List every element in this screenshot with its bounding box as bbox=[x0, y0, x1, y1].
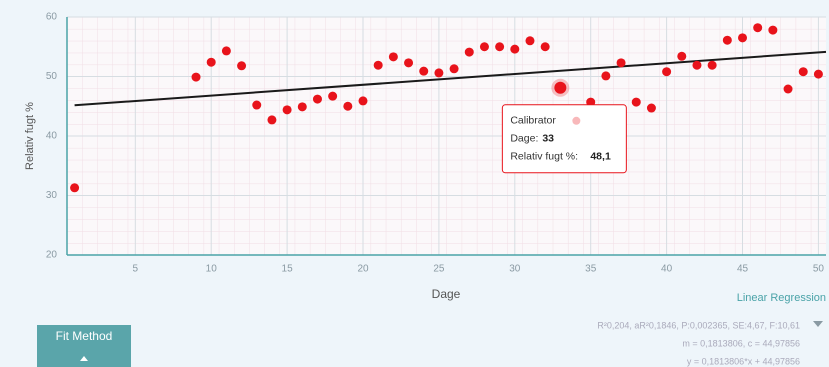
point bbox=[510, 44, 520, 54]
fit-legend[interactable]: Linear Regression bbox=[737, 292, 826, 304]
point bbox=[601, 71, 611, 81]
point bbox=[328, 91, 338, 101]
point bbox=[722, 35, 732, 45]
x-tick-label: 40 bbox=[661, 264, 673, 275]
button-label[interactable]: Fit Method bbox=[56, 329, 113, 343]
tooltip-swatch bbox=[572, 116, 581, 125]
tooltip-y-label: Relativ fugt %: bbox=[510, 151, 578, 163]
point bbox=[343, 101, 353, 111]
point bbox=[753, 23, 763, 33]
x-tick-label: 45 bbox=[737, 264, 749, 275]
x-tick-label: 10 bbox=[206, 264, 218, 275]
point bbox=[646, 103, 656, 113]
y-tick-label: 50 bbox=[46, 71, 58, 82]
point bbox=[191, 72, 201, 82]
point bbox=[252, 100, 262, 110]
point bbox=[404, 58, 414, 68]
point-highlight bbox=[554, 81, 567, 94]
point bbox=[798, 67, 808, 77]
fit-method-button[interactable]: Fit Method bbox=[37, 325, 131, 367]
y-tick-label: 20 bbox=[46, 250, 58, 261]
x-tick-label: 5 bbox=[133, 264, 139, 275]
stats-toggle[interactable] bbox=[813, 321, 823, 327]
point bbox=[282, 105, 292, 115]
point bbox=[631, 97, 641, 107]
point bbox=[677, 51, 687, 61]
point bbox=[388, 52, 398, 62]
point bbox=[297, 102, 307, 112]
point bbox=[312, 94, 322, 104]
x-tick-label: 20 bbox=[357, 264, 369, 275]
point bbox=[813, 69, 823, 79]
point bbox=[419, 66, 429, 76]
point bbox=[373, 60, 383, 70]
point bbox=[692, 60, 702, 70]
point bbox=[540, 42, 550, 52]
y-tick-label: 60 bbox=[46, 12, 58, 23]
point bbox=[495, 42, 505, 52]
fit-equation: y = 0,1813806*x + 44,97856 bbox=[687, 356, 800, 366]
tooltip-x-value: 33 bbox=[542, 133, 554, 145]
y-tick-label: 30 bbox=[46, 190, 58, 201]
tooltip-x-label: Dage: bbox=[510, 133, 538, 145]
point bbox=[662, 67, 672, 77]
y-tick-label: 40 bbox=[46, 131, 58, 142]
fit-params: m = 0,1813806, c = 44,97856 bbox=[682, 338, 800, 348]
point bbox=[783, 84, 793, 94]
tooltip-box bbox=[501, 104, 627, 174]
point bbox=[616, 58, 626, 68]
fit-stats: R²0,204, aR²0,1846, P:0,002365, SE:4,67,… bbox=[597, 320, 800, 330]
point bbox=[267, 115, 277, 125]
tooltip-series: Calibrator bbox=[510, 115, 556, 127]
point bbox=[707, 60, 717, 70]
y-axis-label: Relativ fugt % bbox=[24, 102, 36, 170]
x-tick-label: 35 bbox=[585, 264, 597, 275]
x-tick-label: 25 bbox=[433, 264, 445, 275]
tooltip: Calibrator Dage: 33 Relativ fugt %: 48,1 bbox=[501, 104, 627, 174]
point bbox=[525, 36, 535, 46]
x-tick-label: 50 bbox=[813, 264, 825, 275]
point bbox=[434, 68, 444, 78]
point bbox=[206, 57, 216, 67]
button-arrow[interactable] bbox=[80, 356, 88, 361]
x-axis-label: Dage bbox=[432, 287, 461, 301]
point bbox=[70, 183, 80, 193]
point bbox=[464, 47, 474, 57]
tooltip-y-value: 48,1 bbox=[590, 151, 611, 163]
point bbox=[738, 33, 748, 43]
point bbox=[479, 42, 489, 52]
point bbox=[358, 96, 368, 106]
x-tick-label: 30 bbox=[509, 264, 521, 275]
point bbox=[768, 25, 778, 35]
point bbox=[449, 64, 459, 74]
x-tick-label: 15 bbox=[282, 264, 294, 275]
point bbox=[237, 61, 247, 71]
point bbox=[221, 46, 231, 56]
fit-line bbox=[74, 50, 827, 107]
